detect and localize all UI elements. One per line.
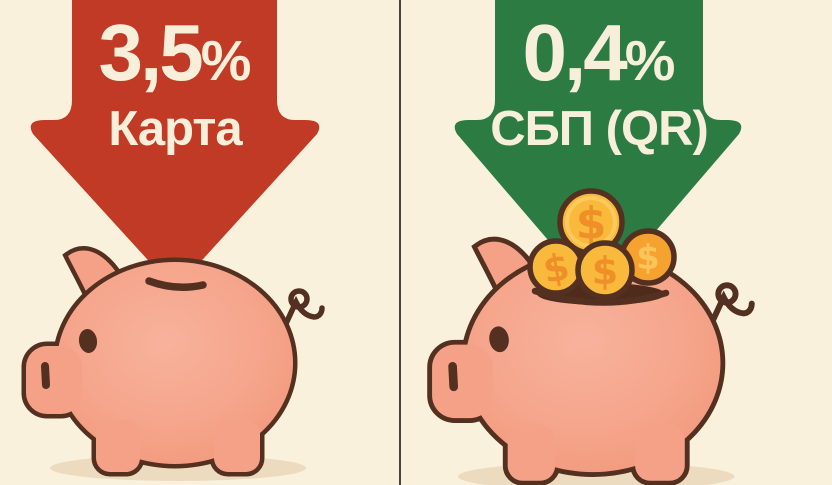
sbp-rate: 0,4% [522, 8, 676, 97]
coin: $ [619, 228, 677, 286]
panel-divider [399, 0, 401, 485]
dollar-sign: $ [592, 249, 618, 293]
card-method-label: Карта [108, 102, 242, 156]
pig-tail [702, 282, 755, 340]
card-illustration [21, 0, 325, 481]
coin: $ [575, 240, 635, 300]
piggy-bank-icon [21, 246, 325, 481]
pig-eye [489, 326, 509, 353]
pig-tail [276, 288, 325, 341]
panel-sbp: $ $ $ $ [401, 0, 832, 485]
pig-eye [78, 329, 98, 353]
coin-slot [145, 277, 207, 291]
sbp-method-label: СБП (QR) [490, 102, 709, 156]
panel-card: 3,5% Карта [0, 0, 399, 485]
dollar-sign: $ [636, 238, 660, 278]
piggy-bank-icon [427, 236, 755, 485]
down-arrow-icon [30, 0, 320, 286]
pig-nostril [41, 362, 50, 389]
coin: $ [557, 188, 625, 256]
coins-icon: $ $ $ $ [527, 188, 677, 306]
percent-sign: % [624, 29, 676, 93]
card-rate: 3,5% [98, 8, 252, 97]
sbp-labels: 0,4% СБП (QR) [449, 0, 749, 154]
down-arrow-icon [454, 0, 742, 294]
slot-front-lip [531, 287, 670, 306]
sbp-illustration: $ $ $ $ [427, 0, 755, 485]
card-labels: 3,5% Карта [25, 0, 325, 154]
pig-nostril [448, 361, 459, 392]
percent-sign: % [200, 29, 252, 93]
coin: $ [527, 238, 585, 296]
